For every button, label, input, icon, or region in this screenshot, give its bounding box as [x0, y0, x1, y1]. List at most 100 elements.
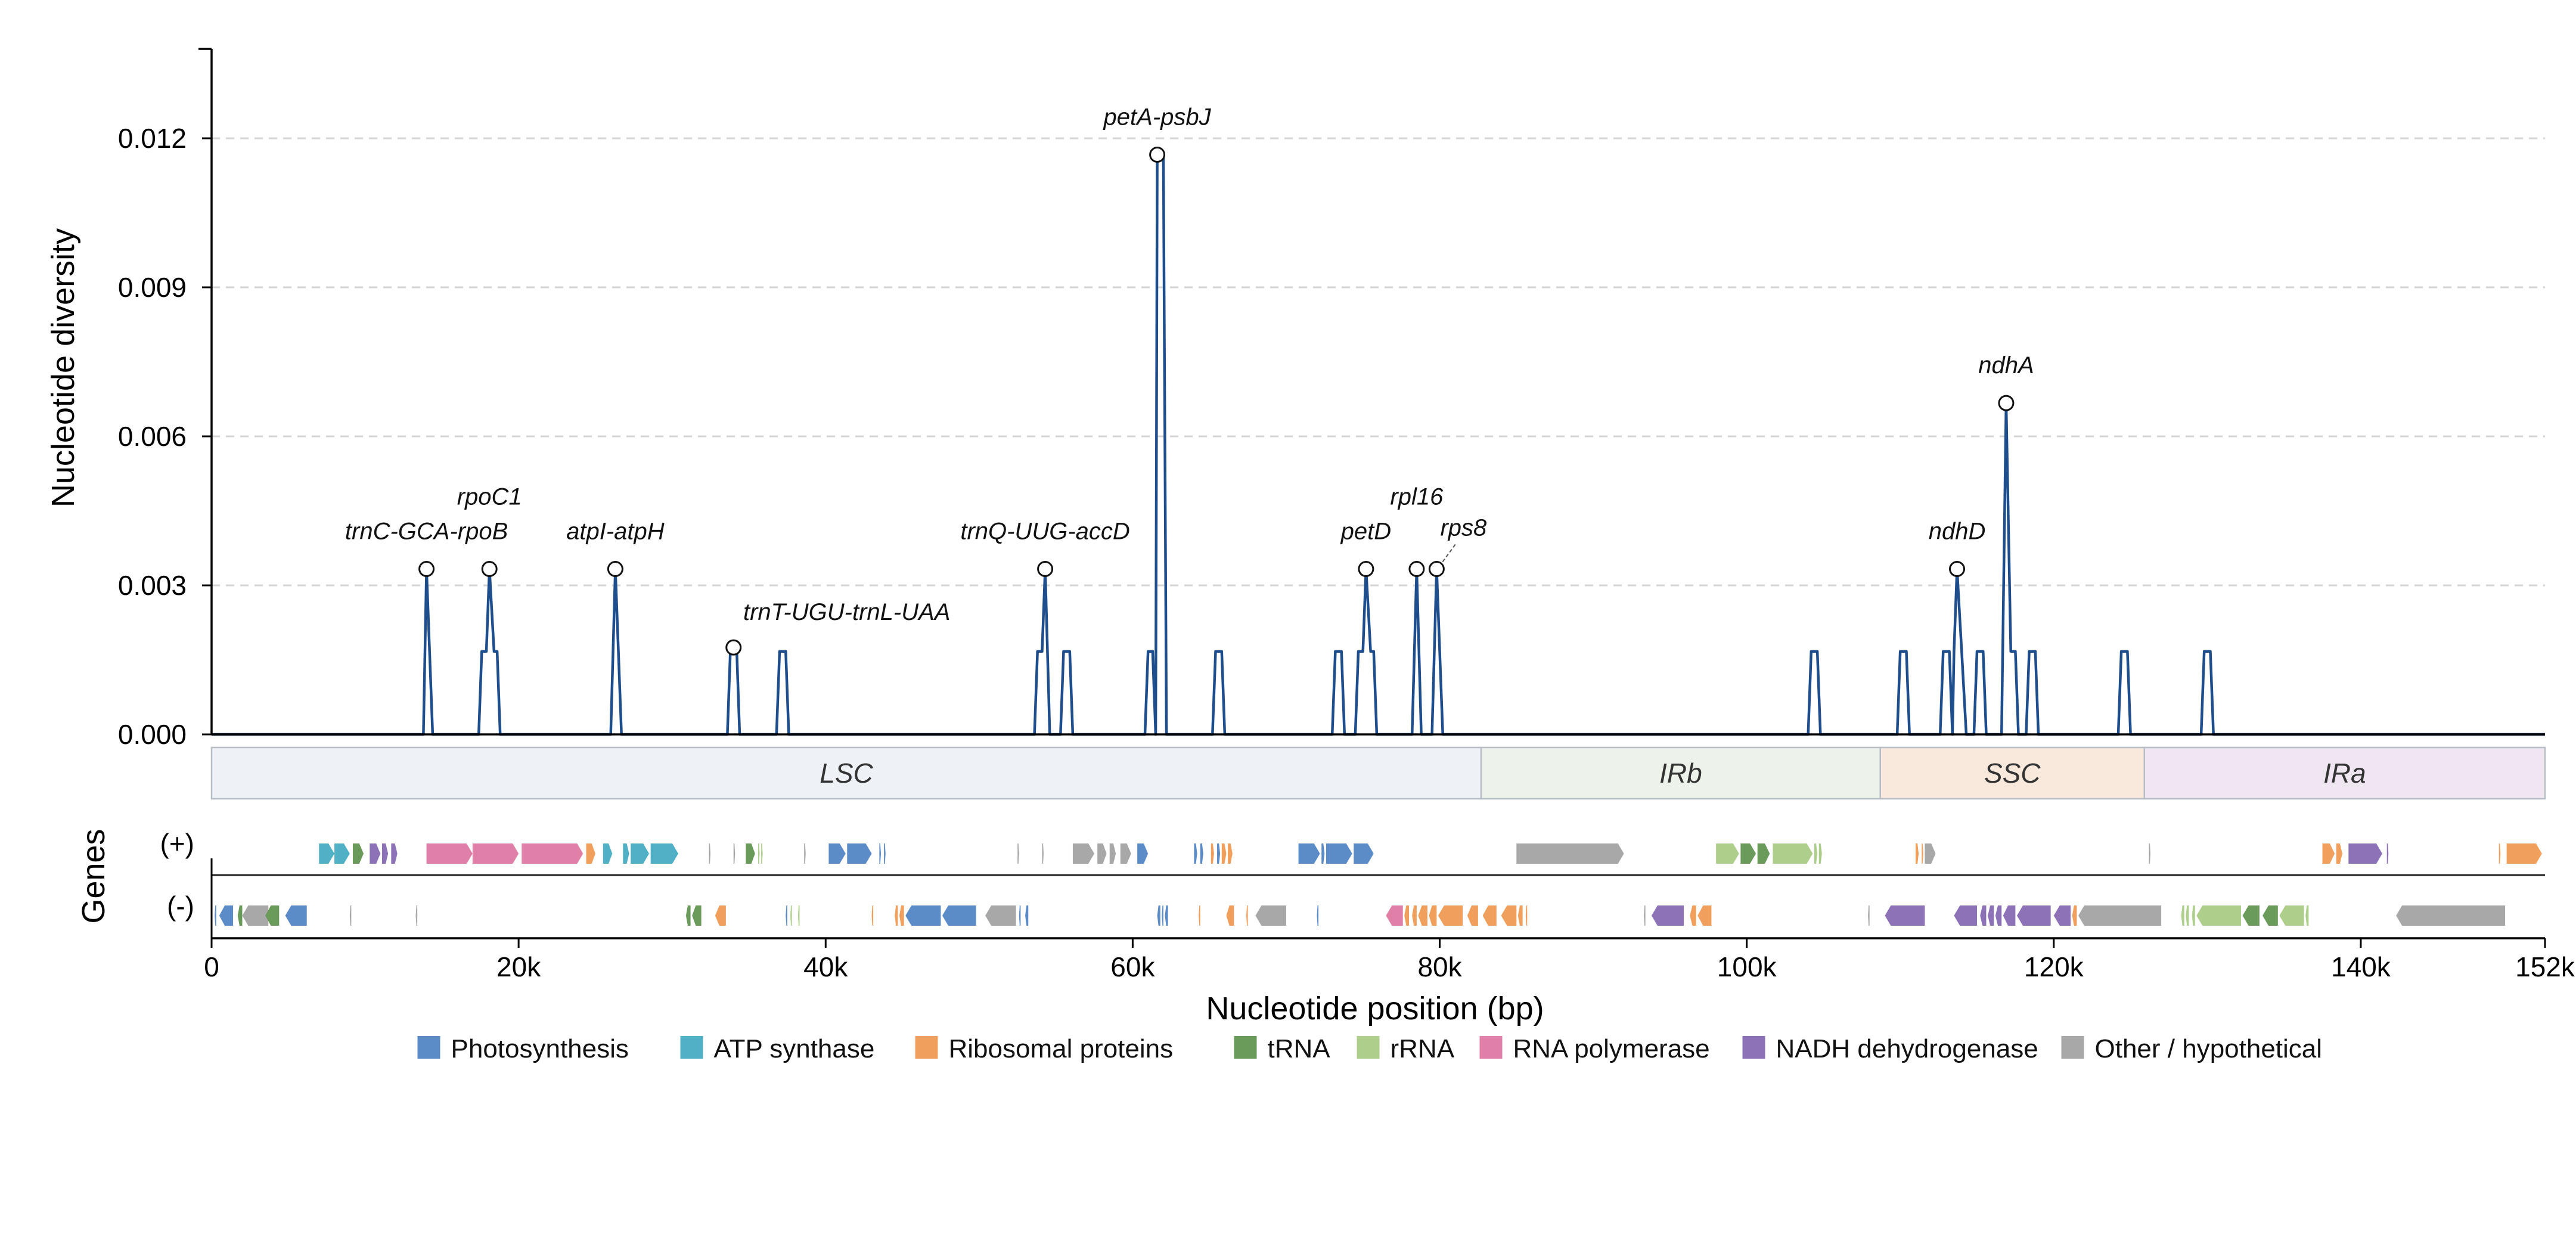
diversity-line [212, 153, 2545, 736]
gene-block [1773, 843, 1813, 864]
legend-swatch [417, 1036, 440, 1059]
x-tick-label: 120k [2024, 951, 2084, 982]
gene-block [603, 843, 613, 864]
gene-block [804, 843, 806, 864]
legend-swatch [1742, 1036, 1765, 1059]
gene-block [2196, 905, 2242, 926]
gene-block [905, 905, 941, 926]
gene-block [472, 843, 519, 864]
gene-block [215, 905, 216, 926]
region-label: IRa [2323, 758, 2366, 789]
gene-block [758, 843, 760, 864]
gene-block [586, 843, 595, 864]
gene-block [1246, 905, 1248, 926]
gene-block [1995, 905, 2002, 926]
x-tick-label: 60k [1110, 951, 1155, 982]
gene-block [1386, 905, 1403, 926]
legend-swatch [1234, 1036, 1257, 1059]
gene-block [1200, 843, 1203, 864]
peak-label: rpoC1 [457, 484, 522, 510]
x-tick-label: 152k [2515, 951, 2575, 982]
gene-block [2181, 905, 2184, 926]
region-ssc [1879, 746, 2146, 800]
gene-block [1467, 905, 1478, 926]
legend: Photosynthesis ATP synthase Ribosomal prot… [417, 1034, 2323, 1063]
gene-block [1255, 905, 1286, 926]
gene-block [631, 843, 650, 864]
gene-block [1818, 843, 1822, 864]
gene-block [1017, 843, 1019, 864]
gene-block [746, 843, 755, 864]
gene-block [790, 905, 792, 926]
gene-block [1418, 905, 1427, 926]
gene-block [1429, 905, 1437, 926]
gene-block [623, 843, 629, 864]
legend-label: tRNA [1268, 1034, 1331, 1063]
legend-label: RNA polymerase [1513, 1034, 1710, 1063]
gene-block [2336, 843, 2343, 864]
legend-swatch [1479, 1036, 1503, 1059]
gene-block [1221, 843, 1227, 864]
gene-block [797, 905, 800, 926]
x-tick-label: 100k [1717, 951, 1777, 982]
gene-block [285, 905, 307, 926]
legend-label: Other / hypothetical [2095, 1034, 2323, 1063]
peak-marker [607, 561, 623, 577]
legend-label: ATP synthase [714, 1034, 875, 1063]
peak-marker [1408, 561, 1425, 577]
peak-label: rpl16 [1390, 484, 1444, 510]
gene-block [1438, 905, 1463, 926]
gene-block [2322, 843, 2335, 864]
gene-block [650, 843, 678, 864]
gene-block [1980, 905, 1987, 926]
gene-block [1501, 905, 1517, 926]
peak-marker [1428, 561, 1445, 577]
peak-label: ndhD [1929, 519, 1986, 545]
gene-block [1988, 905, 1994, 926]
gene-block [2386, 843, 2389, 864]
region-bar: LSC IRb SSC IRa [210, 746, 2546, 800]
gene-block [265, 905, 280, 926]
y-tick-label: 0.006 [118, 421, 187, 452]
gene-block [761, 843, 763, 864]
region-lsc [210, 746, 1482, 800]
peak-label: petD [1340, 519, 1392, 545]
x-axis-title: Nucleotide position (bp) [1206, 991, 1544, 1026]
region-label: LSC [820, 758, 873, 789]
gene-block [2305, 905, 2309, 926]
gene-block [2149, 843, 2151, 864]
gene-block [1072, 843, 1095, 864]
peak-marker [1358, 561, 1374, 577]
gene-block [1404, 905, 1410, 926]
peak-marker [1037, 561, 1054, 577]
legend-swatch [2061, 1036, 2084, 1059]
gene-block [1954, 905, 1978, 926]
gene-block [1226, 905, 1234, 926]
gene-block [1137, 843, 1149, 864]
gene-block [1925, 843, 1936, 864]
gene-block [1412, 905, 1417, 926]
axes: 0.000 0.003 0.006 0.009 0.012 0 20k 40k 60k 80k 10… [118, 48, 2575, 982]
gene-block [1868, 905, 1870, 926]
peak-marker [418, 561, 435, 577]
gene-block [1716, 843, 1739, 864]
gene-block [1690, 905, 1696, 926]
peak-marker [1949, 561, 1966, 577]
gene-block [1740, 843, 1756, 864]
gene-block [2186, 905, 2189, 926]
gene-block [1194, 843, 1197, 864]
gene-block [2348, 843, 2382, 864]
legend-label: NADH dehydrogenase [1776, 1034, 2038, 1063]
gene-block [985, 905, 1016, 926]
gene-block [1109, 843, 1116, 864]
legend-swatch [680, 1036, 703, 1059]
gene-block [1317, 905, 1319, 926]
gene-block [2499, 843, 2501, 864]
y-tick-label: 0.009 [118, 272, 187, 303]
x-tick-label: 140k [2331, 951, 2391, 982]
gene-block [1814, 843, 1818, 864]
gene-block [1165, 905, 1168, 926]
y-tick-label: 0.012 [118, 123, 187, 154]
gene-block [1120, 843, 1131, 864]
gene-block [847, 843, 872, 864]
